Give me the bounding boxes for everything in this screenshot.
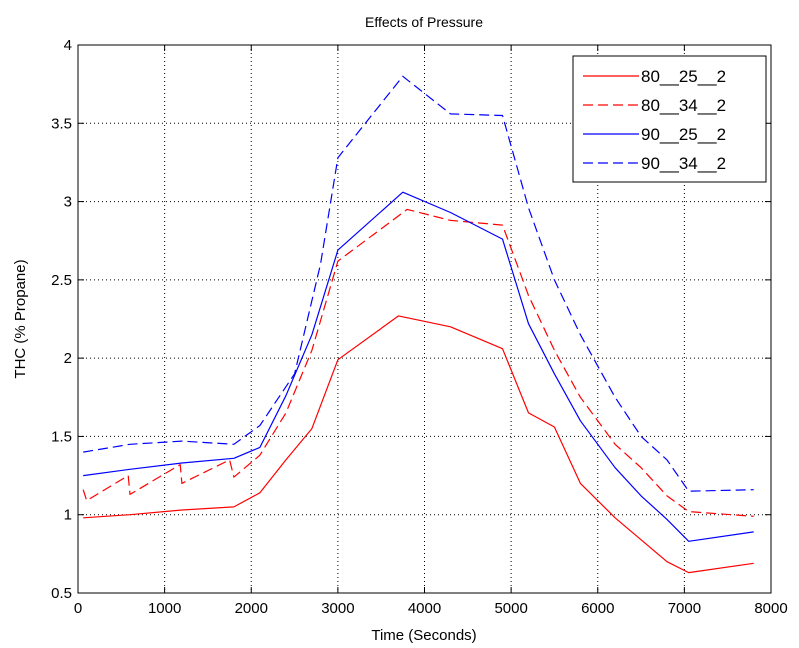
x-tick-label: 0	[74, 600, 82, 617]
legend-label: 80__25__2	[641, 67, 726, 86]
x-tick-label: 4000	[408, 600, 441, 617]
x-tick-label: 3000	[321, 600, 354, 617]
y-tick-label: 2	[64, 350, 72, 367]
y-tick-label: 1	[64, 507, 72, 524]
ticks: 0 1000 2000 3000 4000 5000 6000 7000 8000 0.5 1 1.5…	[51, 37, 788, 617]
legend-label: 90__34__2	[641, 154, 726, 173]
y-tick-label: 3.5	[51, 115, 72, 132]
x-tick-label: 1000	[148, 600, 181, 617]
series-line-3	[83, 191, 754, 542]
series-line-4	[83, 75, 754, 492]
legend-label: 80__34__2	[641, 96, 726, 115]
x-tick-label: 7000	[668, 600, 701, 617]
series-group	[82, 75, 754, 574]
x-tick-label: 8000	[754, 600, 787, 617]
legend-box	[572, 55, 767, 183]
y-tick-label: 2.5	[51, 272, 72, 289]
y-tick-label: 0.5	[51, 585, 72, 602]
x-tick-label: 6000	[581, 600, 614, 617]
x-axis-label: Time (Seconds)	[371, 627, 476, 644]
x-tick-label: 5000	[494, 600, 527, 617]
y-tick-label: 4	[64, 37, 72, 54]
legend: 80__25__2 80__34__2 90__25__2 90__34__2	[572, 55, 767, 183]
y-axis-label: THC (% Propane)	[12, 259, 29, 378]
chart-title: Effects of Pressure	[365, 14, 483, 30]
series-line-2	[82, 208, 754, 517]
grid	[78, 45, 771, 593]
legend-label: 90__25__2	[641, 125, 726, 144]
y-tick-label: 3	[64, 194, 72, 211]
x-tick-label: 2000	[235, 600, 268, 617]
series-line-1	[83, 315, 754, 574]
y-tick-label: 1.5	[51, 428, 72, 445]
